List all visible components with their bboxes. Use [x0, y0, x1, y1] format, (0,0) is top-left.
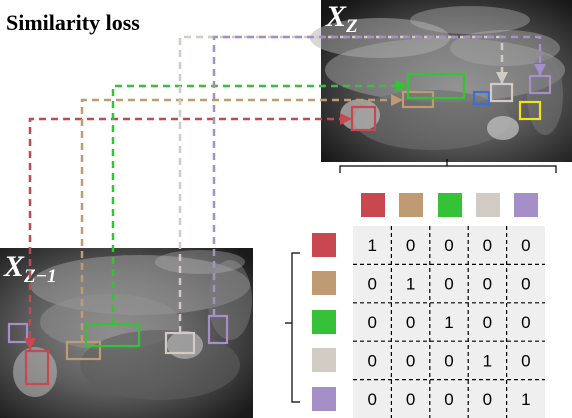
top-swatch-purple [514, 193, 538, 217]
arrow-head [340, 113, 352, 125]
arrow-head [396, 80, 408, 92]
matrix-cell-2-4: 0 [521, 313, 530, 332]
arrow-head [534, 64, 546, 76]
matrix-cell-4-0: 0 [367, 390, 376, 409]
matrix-cell-3-0: 0 [367, 351, 376, 370]
matrix-cell-3-1: 0 [406, 351, 415, 370]
top-box-blue [472, 90, 491, 106]
matrix-cell-1-0: 0 [367, 275, 376, 294]
matrix-cell-0-0: 1 [367, 236, 376, 255]
matrix-cell-0-4: 0 [521, 236, 530, 255]
top-brace [339, 159, 557, 173]
matrix-cell-4-1: 0 [406, 390, 415, 409]
correspondence-arrows [24, 35, 546, 350]
arrow-head [496, 72, 508, 84]
matrix-cell-3-4: 0 [521, 351, 530, 370]
top-swatch-tan [399, 193, 423, 217]
bottom-box-tan [65, 340, 102, 361]
matrix-cell-1-3: 0 [483, 275, 492, 294]
arrow-light [178, 35, 504, 333]
arrow-tan [80, 98, 403, 342]
top-swatch-light [476, 193, 500, 217]
left-swatch-purple [312, 387, 336, 411]
arrow-green [111, 84, 408, 324]
left-swatch-green [312, 310, 336, 334]
left-swatch-red [312, 233, 336, 257]
bottom-box-red [24, 349, 50, 386]
top-box-tan [401, 90, 435, 109]
left-swatch-light [312, 348, 336, 372]
left-color-swatches [312, 233, 336, 411]
arrow-red [28, 117, 352, 350]
bottom-box-purple [207, 314, 229, 345]
matrix-cell-2-2: 1 [444, 313, 453, 332]
matrix-background [353, 226, 545, 418]
matrix-cell-1-1: 1 [406, 275, 415, 294]
figure-title: Similarity loss [6, 10, 140, 35]
matrix-cell-1-4: 0 [521, 275, 530, 294]
matrix-cell-2-3: 0 [483, 313, 492, 332]
ct-image-bottom [0, 248, 253, 418]
arrow-head [24, 338, 36, 350]
label-xz-1: XZ−1 [3, 250, 57, 287]
arrow-purple [212, 35, 542, 316]
matrix-cell-4-2: 0 [444, 390, 453, 409]
left-swatch-tan [312, 271, 336, 295]
top-swatch-green [438, 193, 462, 217]
matrix-cell-4-4: 1 [521, 390, 530, 409]
top-swatch-red [361, 193, 385, 217]
arrow-head [391, 94, 403, 106]
matrix-cell-4-3: 0 [483, 390, 492, 409]
matrix-cell-0-1: 0 [406, 236, 415, 255]
top-box-yellow [518, 100, 542, 121]
bottom-box-purple-small [7, 322, 29, 344]
matrix-cell-0-2: 0 [444, 236, 453, 255]
matrix-cell-2-1: 0 [406, 313, 415, 332]
matrix-cell-3-3: 1 [483, 351, 492, 370]
matrix-cell-3-2: 0 [444, 351, 453, 370]
top-color-swatches [361, 193, 538, 217]
left-bracket [285, 252, 300, 403]
matrix-cell-2-0: 0 [367, 313, 376, 332]
label-xz: XZ [325, 0, 358, 37]
similarity-matrix: 1 0 0 0 0 0 1 0 0 0 0 0 1 0 0 0 0 0 1 0 0 0 0 0 1 [353, 226, 545, 418]
matrix-cell-1-2: 0 [444, 275, 453, 294]
matrix-cell-0-3: 0 [483, 236, 492, 255]
